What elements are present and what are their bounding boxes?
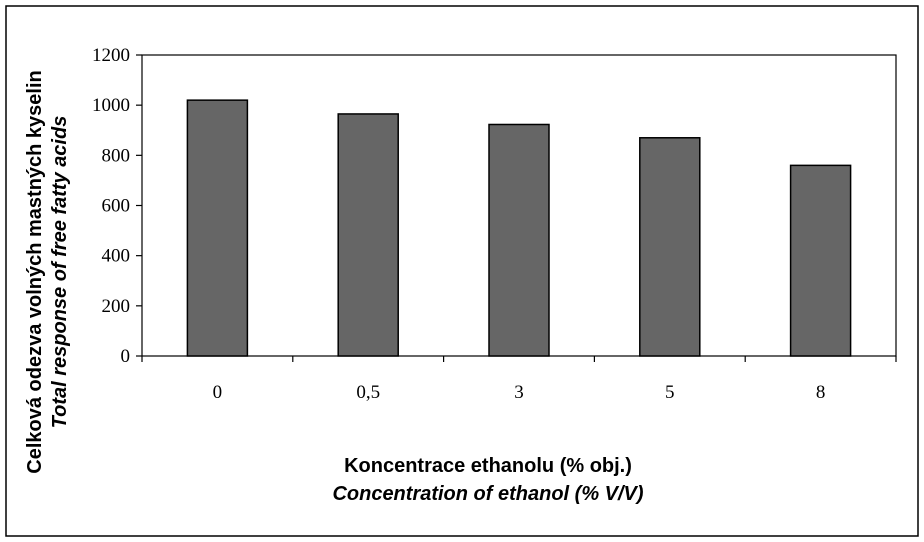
- y-tick-label: 400: [102, 246, 131, 267]
- x-axis-ticks: 0 0,5 3 5 8: [141, 356, 897, 403]
- bars: [186, 99, 852, 357]
- y-axis-title: Celková odezva volných mastných kyselin: [24, 70, 46, 474]
- y-tick-label: 600: [102, 196, 131, 217]
- bar-3: [639, 137, 701, 357]
- x-axis-title: Koncentrace ethanolu (% obj.): [344, 455, 632, 477]
- bar-4: [789, 164, 852, 357]
- y-axis-ticks: 0 200 400 600 800 1000 1200: [92, 45, 142, 367]
- x-axis-title-en: Concentration of ethanol (% V/V): [332, 483, 643, 505]
- y-tick-label: 800: [102, 145, 131, 166]
- y-tick-label: 1000: [92, 95, 130, 116]
- y-axis-title-en: Total response of free fatty acids: [49, 116, 71, 429]
- y-tick-label: 200: [102, 296, 131, 317]
- x-tick-label: 5: [665, 382, 675, 403]
- y-tick-label: 0: [121, 346, 131, 367]
- bar-0: [186, 99, 249, 357]
- bar-2: [488, 123, 550, 357]
- outer-frame: [5, 5, 919, 537]
- x-tick-label: 3: [514, 382, 524, 403]
- x-tick-label: 8: [816, 382, 826, 403]
- x-tick-label: 0,5: [356, 382, 380, 403]
- bar-1: [337, 113, 399, 357]
- y-tick-label: 1200: [92, 45, 130, 66]
- x-tick-label: 0: [213, 382, 223, 403]
